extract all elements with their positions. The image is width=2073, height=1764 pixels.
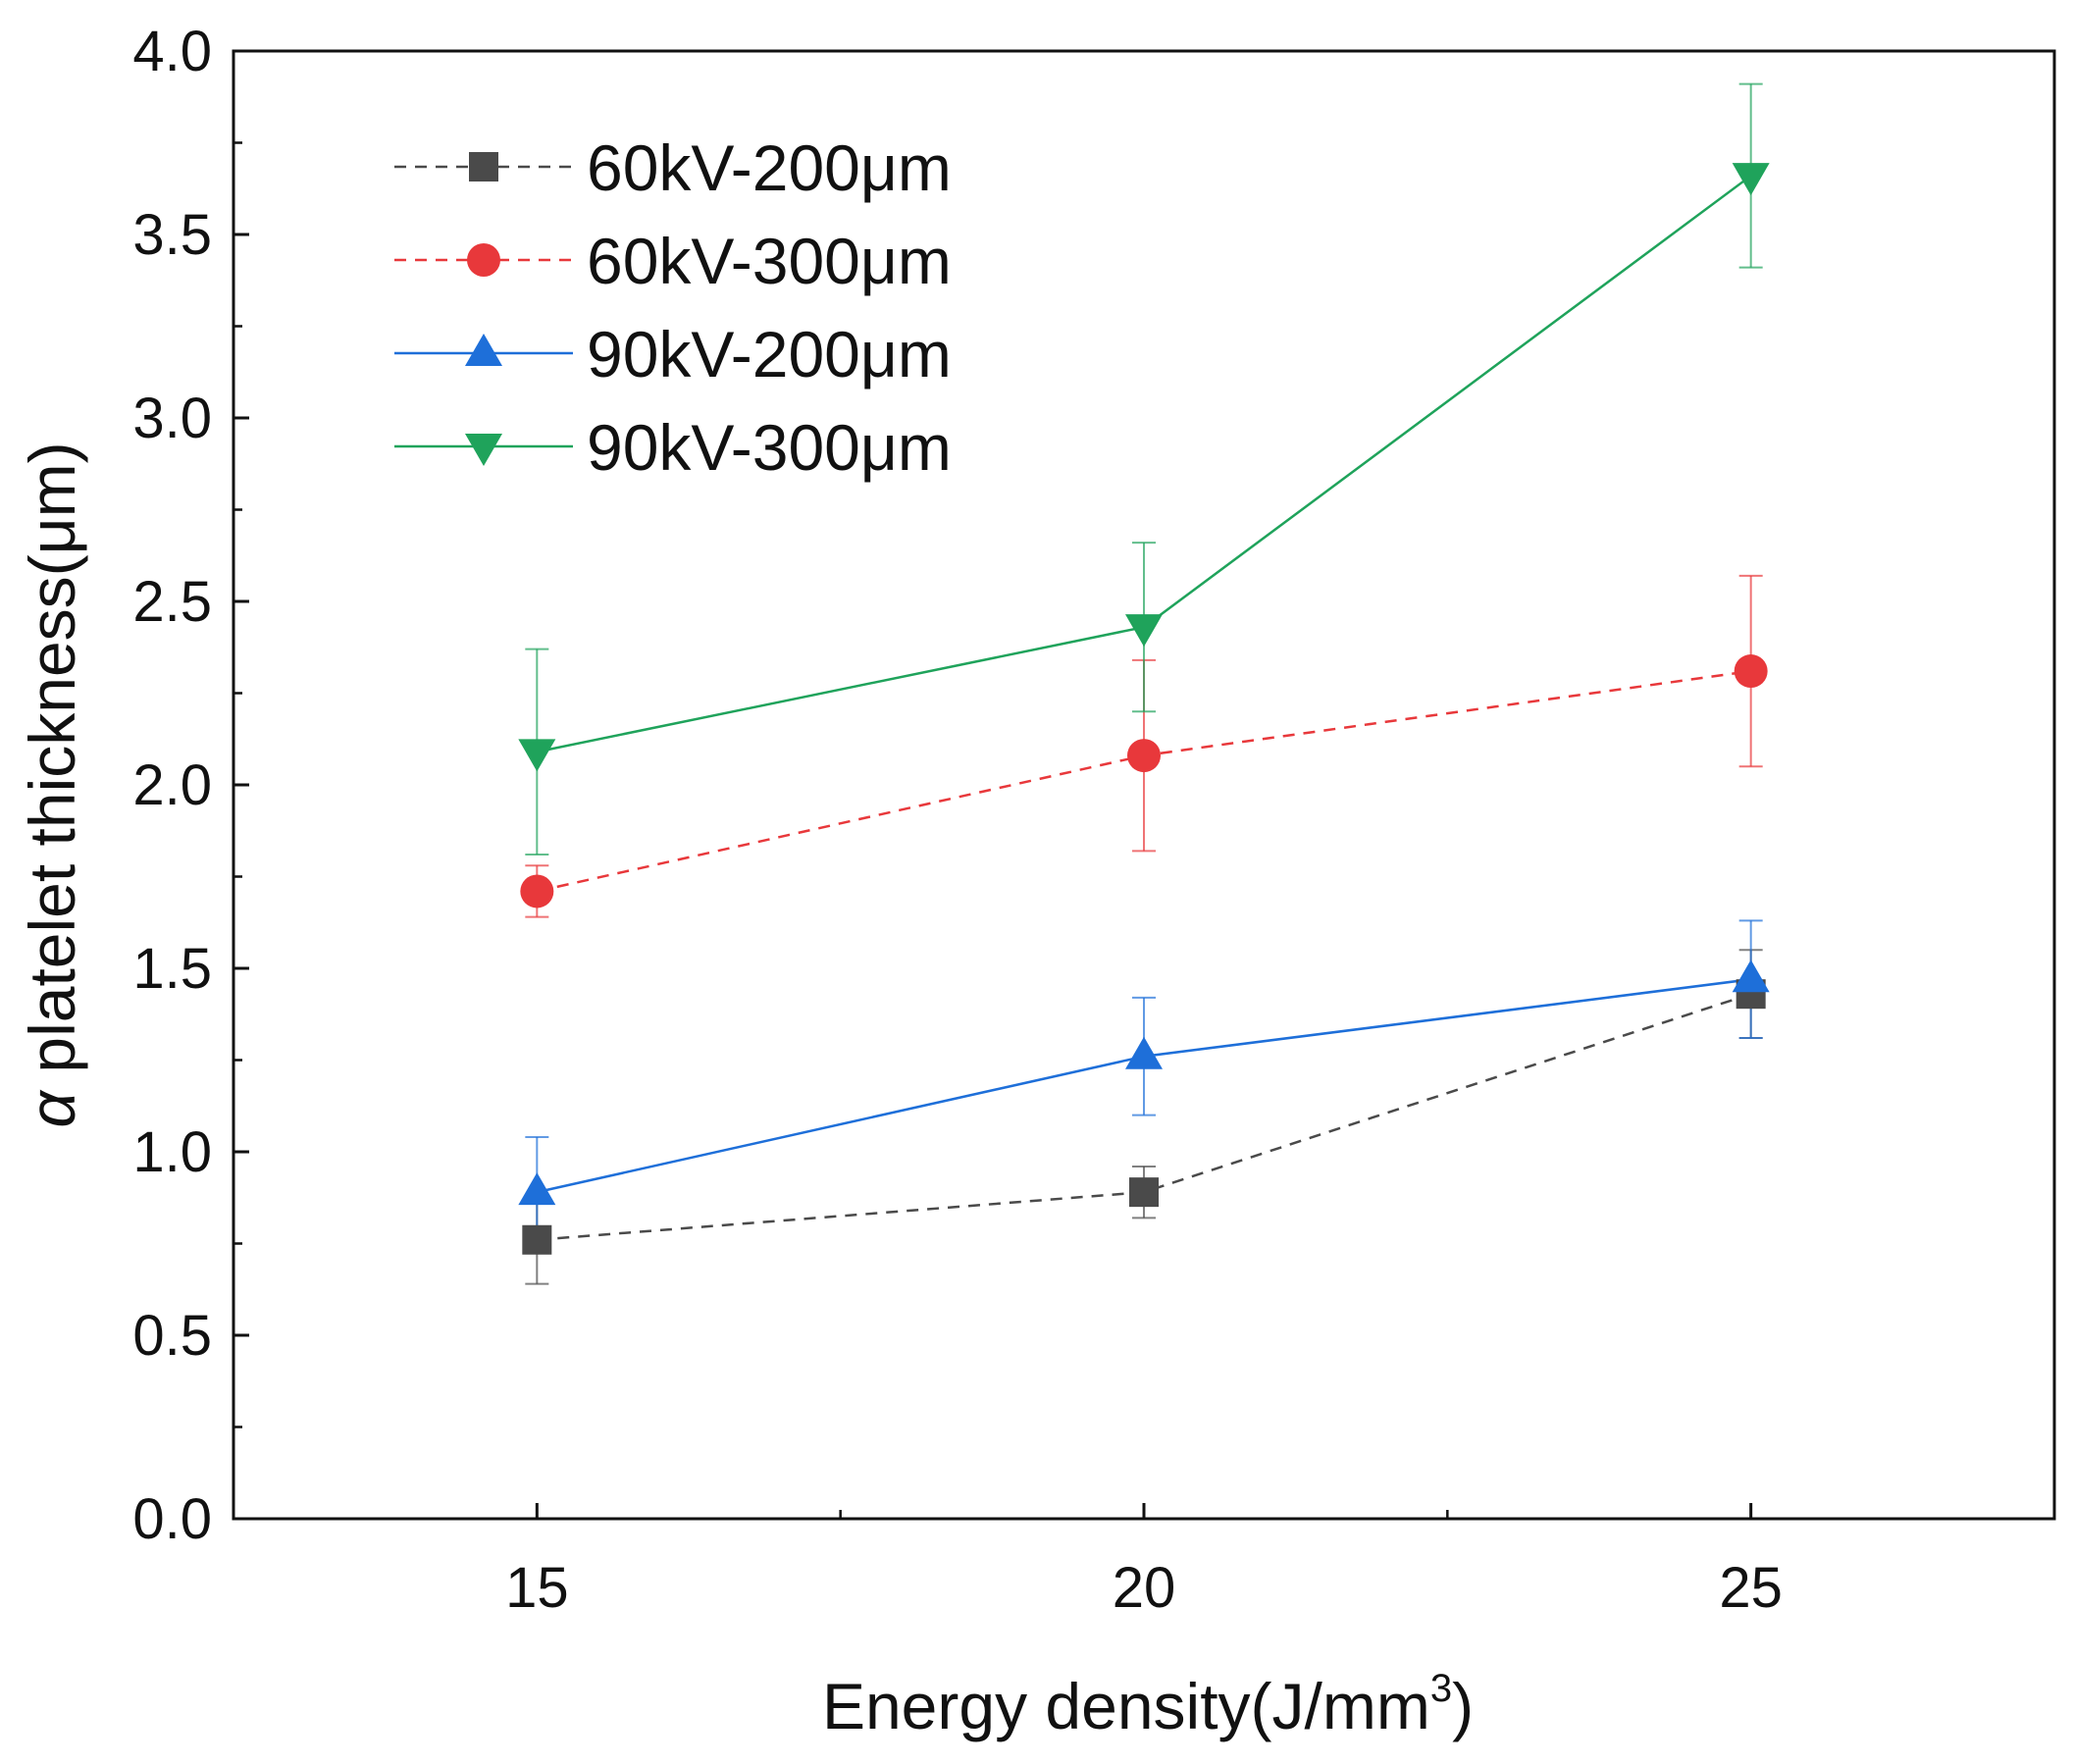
- legend: 60kV-200μm 60kV-300μm 90kV-200μm 90kV-300μm: [394, 131, 952, 484]
- x-axis-title-main: Energy density(J/mm: [822, 1670, 1430, 1742]
- data-point-series-2: [1734, 654, 1768, 689]
- x-axis-title: Energy density(J/mm3): [822, 1667, 1474, 1742]
- data-point-series-1: [522, 1224, 552, 1255]
- x-axis-title-close: ): [1452, 1670, 1474, 1742]
- data-point-series-2: [520, 874, 554, 908]
- y-tick-label: 2.0: [132, 753, 212, 817]
- data-point-series-1: [1129, 1177, 1159, 1208]
- x-tick-label: 15: [505, 1556, 569, 1620]
- data-point-series-3: [1732, 960, 1770, 993]
- y-tick-label: 3.5: [132, 203, 212, 267]
- legend-label-4: 90kV-300μm: [587, 411, 952, 484]
- data-point-series-4: [1732, 163, 1770, 196]
- legend-label-3: 90kV-200μm: [587, 318, 952, 390]
- legend-label-2: 60kV-300μm: [587, 225, 952, 297]
- data-point-series-2: [1127, 739, 1161, 773]
- legend-marker-4: [465, 434, 502, 466]
- y-tick-label: 1.0: [132, 1120, 212, 1184]
- series-markers: [518, 163, 1770, 1255]
- x-tick-label: 20: [1113, 1556, 1176, 1620]
- y-tick-label: 1.5: [132, 937, 212, 1001]
- data-point-series-3: [1125, 1036, 1163, 1069]
- x-tick-label: 25: [1719, 1556, 1783, 1620]
- legend-marker-2: [467, 243, 500, 277]
- plot-area: [518, 82, 1770, 1285]
- y-axis-title: α platelet thickness(μm): [16, 441, 88, 1127]
- y-tick-label: 2.5: [132, 570, 212, 634]
- y-axis-title-alpha: α: [16, 1089, 88, 1128]
- axes: 0.0 0.5 1.0 1.5 2.0 2.5 3.0 3.5 4.0 15 20 25: [132, 20, 2056, 1620]
- data-point-series-4: [1125, 614, 1163, 648]
- y-tick-label: 0.0: [132, 1487, 212, 1551]
- legend-marker-1: [469, 152, 498, 182]
- y-tick-label: 4.0: [132, 20, 212, 83]
- y-tick-label: 3.0: [132, 387, 212, 450]
- data-point-series-4: [518, 739, 556, 772]
- x-axis-title-superscript: 3: [1430, 1667, 1452, 1710]
- legend-marker-3: [465, 334, 502, 366]
- data-point-series-3: [518, 1172, 556, 1206]
- y-tick-label: 0.5: [132, 1304, 212, 1368]
- legend-label-1: 60kV-200μm: [587, 131, 952, 204]
- y-axis-title-text: platelet thickness(μm): [16, 441, 88, 1091]
